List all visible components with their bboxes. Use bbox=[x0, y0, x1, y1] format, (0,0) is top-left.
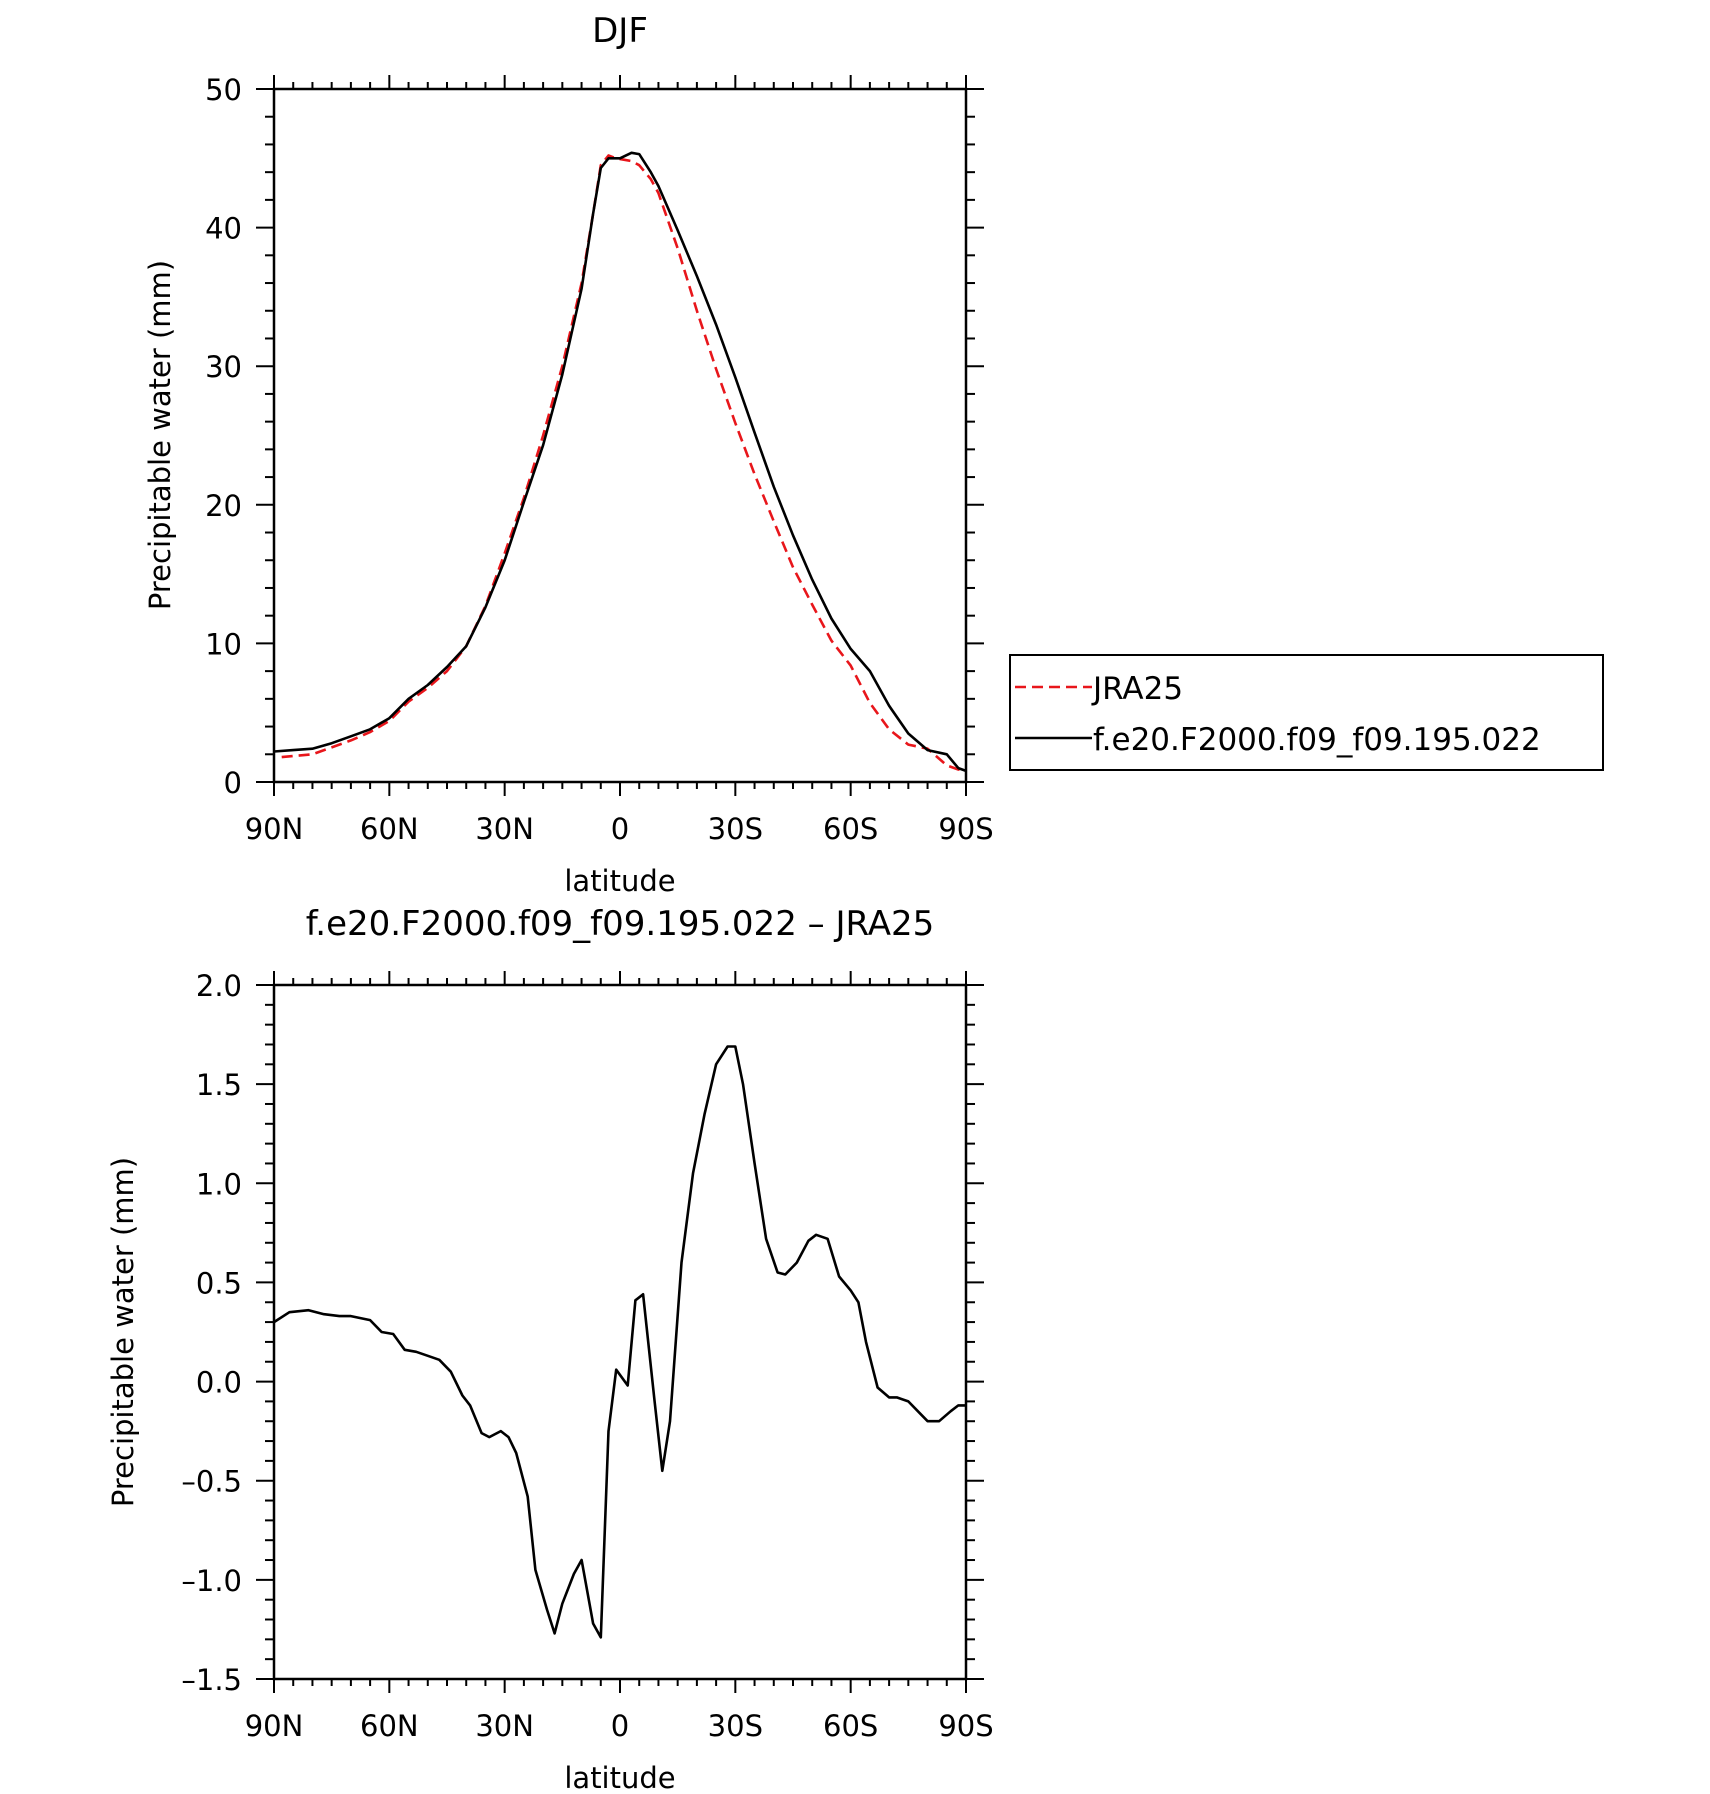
x-tick-label: 30N bbox=[475, 812, 534, 846]
x-tick-label: 60N bbox=[360, 812, 419, 846]
x-tick-label: 60S bbox=[823, 1709, 878, 1743]
series-line-jra25 bbox=[281, 154, 967, 773]
bottom-plot-ticks bbox=[256, 971, 984, 1693]
x-tick-label: 90N bbox=[245, 1709, 304, 1743]
top-plot-lines bbox=[273, 151, 967, 773]
top-title: DJF bbox=[592, 11, 648, 51]
y-tick-label: 40 bbox=[205, 212, 242, 246]
bottom-y-tick-labels: –1.5 –1.0 –0.5 0.0 0.5 1.0 1.5 2.0 bbox=[181, 969, 242, 1697]
top-plot-ticks bbox=[256, 75, 984, 796]
bottom-x-tick-labels: 90N 60N 30N 0 30S 60S 90S bbox=[245, 1709, 994, 1743]
x-tick-label: 0 bbox=[611, 1709, 629, 1743]
x-tick-label: 30S bbox=[708, 812, 763, 846]
legend-label-jra25: JRA25 bbox=[1091, 671, 1183, 707]
x-tick-label: 60S bbox=[823, 812, 878, 846]
y-tick-label: 50 bbox=[205, 73, 242, 107]
y-tick-label: –1.5 bbox=[181, 1663, 242, 1697]
legend-box bbox=[1009, 654, 1604, 771]
bottom-title: f.e20.F2000.f09_f09.195.022 – JRA25 bbox=[306, 904, 934, 944]
legend: JRA25 f.e20.F2000.f09_f09.195.022 bbox=[1009, 654, 1604, 771]
bottom-panel: f.e20.F2000.f09_f09.195.022 – JRA25 90N 6… bbox=[106, 904, 994, 1794]
top-y-axis-label: Precipitable water (mm) bbox=[143, 260, 177, 610]
y-tick-label: 2.0 bbox=[196, 969, 242, 1003]
y-tick-label: 1.0 bbox=[196, 1167, 242, 1201]
top-x-tick-labels: 90N 60N 30N 0 30S 60S 90S bbox=[245, 812, 994, 846]
y-tick-label: 1.5 bbox=[196, 1068, 242, 1102]
top-panel: DJF 90N 60N 30N 0 30S 60S 90S 0 10 20 30 40 50 lati… bbox=[143, 11, 1604, 898]
series-line-model bbox=[273, 151, 967, 773]
legend-label-model: f.e20.F2000.f09_f09.195.022 bbox=[1093, 722, 1541, 758]
y-tick-label: 10 bbox=[205, 627, 242, 661]
y-tick-label: –1.0 bbox=[181, 1564, 242, 1598]
bottom-x-axis-label: latitude bbox=[564, 1761, 675, 1794]
top-y-tick-labels: 0 10 20 30 40 50 bbox=[205, 73, 242, 800]
bottom-plot-frame bbox=[272, 983, 968, 1681]
top-plot-frame bbox=[272, 87, 968, 784]
y-tick-label: 20 bbox=[205, 489, 242, 523]
y-tick-label: 0.5 bbox=[196, 1266, 242, 1300]
y-tick-label: 0.0 bbox=[196, 1366, 242, 1400]
x-tick-label: 30S bbox=[708, 1709, 763, 1743]
bottom-y-axis-label: Precipitable water (mm) bbox=[106, 1157, 140, 1507]
x-tick-label: 90S bbox=[938, 812, 993, 846]
y-tick-label: 30 bbox=[205, 350, 242, 384]
x-tick-label: 60N bbox=[360, 1709, 419, 1743]
x-tick-label: 90S bbox=[938, 1709, 993, 1743]
x-tick-label: 0 bbox=[611, 812, 629, 846]
y-tick-label: –0.5 bbox=[181, 1465, 242, 1499]
top-x-axis-label: latitude bbox=[564, 864, 675, 898]
difference-line bbox=[273, 1045, 966, 1639]
y-tick-label: 0 bbox=[224, 766, 242, 800]
x-tick-label: 30N bbox=[475, 1709, 534, 1743]
bottom-plot-lines bbox=[273, 1045, 966, 1639]
x-tick-label: 90N bbox=[245, 812, 304, 846]
